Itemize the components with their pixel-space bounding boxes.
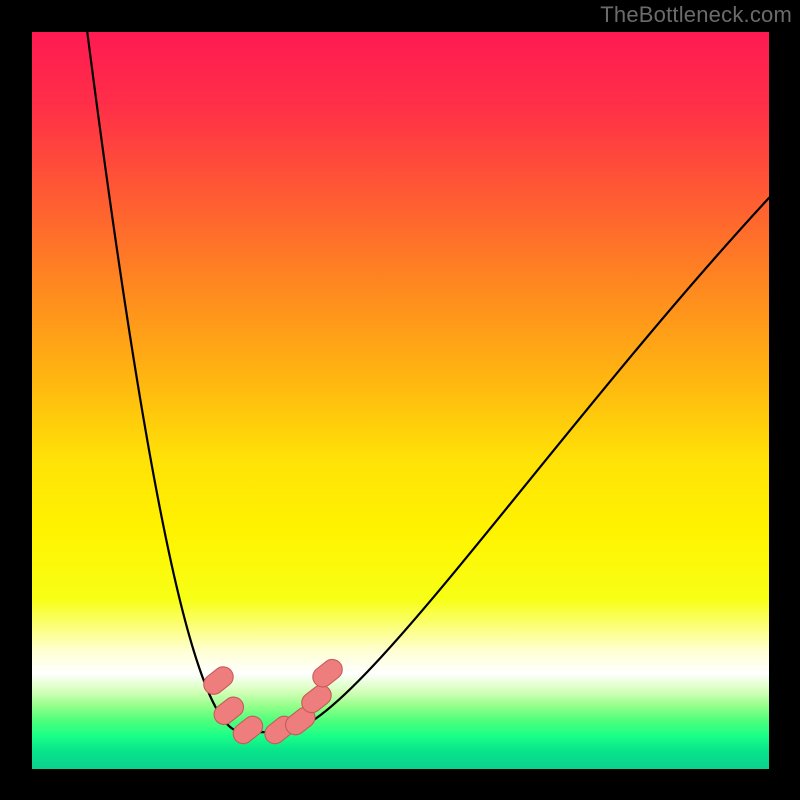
chart-stage: TheBottleneck.com	[0, 0, 800, 800]
plot-background	[32, 32, 769, 769]
bottleneck-chart	[0, 0, 800, 800]
watermark-text: TheBottleneck.com	[600, 2, 792, 28]
